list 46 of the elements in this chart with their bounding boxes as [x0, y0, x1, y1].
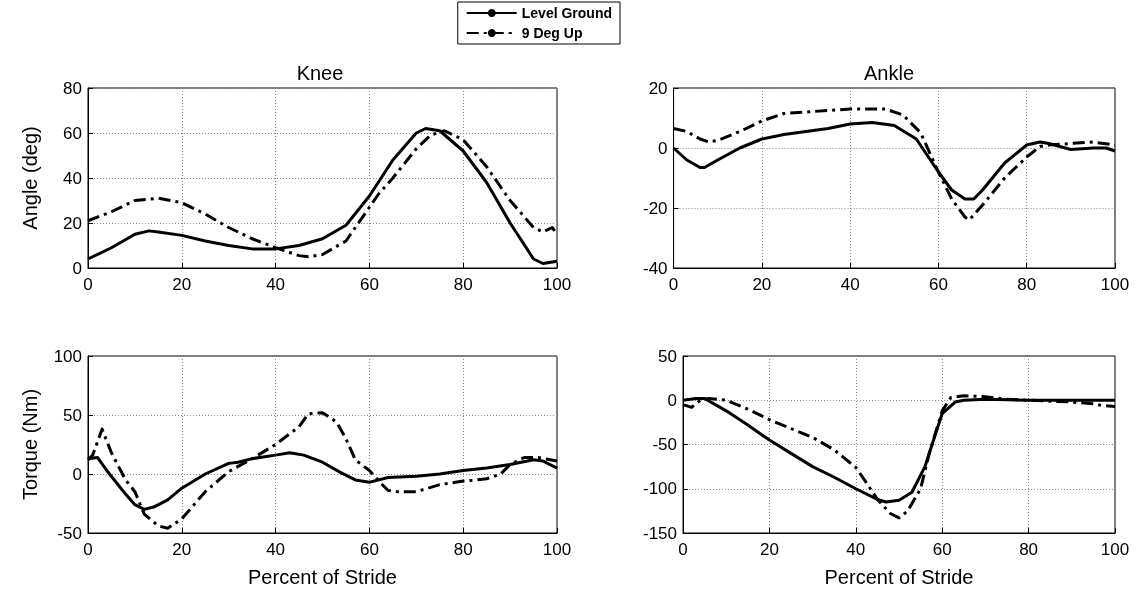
legend-label: Level Ground	[521, 5, 612, 21]
y-tick-label: 0	[72, 258, 82, 278]
x-tick-label: 20	[172, 275, 192, 294]
y-tick-label: 50	[658, 346, 678, 366]
x-tick-label: 40	[846, 540, 866, 559]
x-tick-label: 20	[759, 540, 779, 559]
y-tick-label: 100	[53, 346, 82, 366]
chart-title: Knee	[296, 62, 344, 84]
y-axis-title: Angle (deg)	[19, 126, 41, 230]
x-tick-label: 100	[542, 275, 572, 294]
y-tick-label: -40	[642, 258, 668, 278]
x-tick-label: 80	[453, 540, 473, 559]
x-tick-label: 100	[1100, 275, 1130, 294]
y-tick-label: 40	[63, 168, 82, 188]
x-tick-label: 40	[840, 275, 860, 294]
y-tick-label: 0	[667, 390, 678, 410]
chart-title: Ankle	[863, 62, 915, 84]
y-tick-label: -100	[642, 479, 678, 499]
y-tick-label: 50	[63, 405, 82, 425]
x-tick-label: 60	[359, 275, 379, 294]
x-tick-label: 100	[1100, 540, 1130, 559]
y-axis-title: Torque (Nm)	[19, 388, 41, 501]
y-tick-label: 0	[658, 138, 668, 158]
x-axis-title: Percent of Stride	[824, 566, 974, 588]
y-tick-label: 80	[63, 78, 82, 98]
x-tick-label: 80	[1019, 540, 1039, 559]
x-tick-label: 100	[542, 540, 572, 559]
x-tick-label: 80	[1017, 275, 1037, 294]
y-tick-label: 0	[72, 464, 82, 484]
y-tick-label: 60	[63, 123, 82, 143]
y-tick-label: -50	[57, 523, 82, 543]
y-tick-label: -150	[642, 523, 678, 543]
x-axis-title: Percent of Stride	[248, 566, 397, 588]
x-tick-label: 20	[172, 540, 192, 559]
x-tick-label: 60	[928, 275, 948, 294]
y-tick-label: -50	[652, 435, 678, 454]
x-tick-label: 20	[752, 275, 772, 294]
x-tick-label: 60	[359, 540, 379, 559]
x-tick-label: 60	[932, 540, 952, 559]
x-tick-label: 40	[266, 275, 286, 294]
y-tick-label: 20	[63, 213, 82, 233]
y-tick-label: -20	[642, 198, 668, 218]
x-tick-label: 40	[266, 540, 286, 559]
y-tick-label: 20	[648, 78, 668, 98]
legend-label: 9 Deg Up	[521, 25, 583, 41]
x-tick-label: 80	[453, 275, 473, 294]
